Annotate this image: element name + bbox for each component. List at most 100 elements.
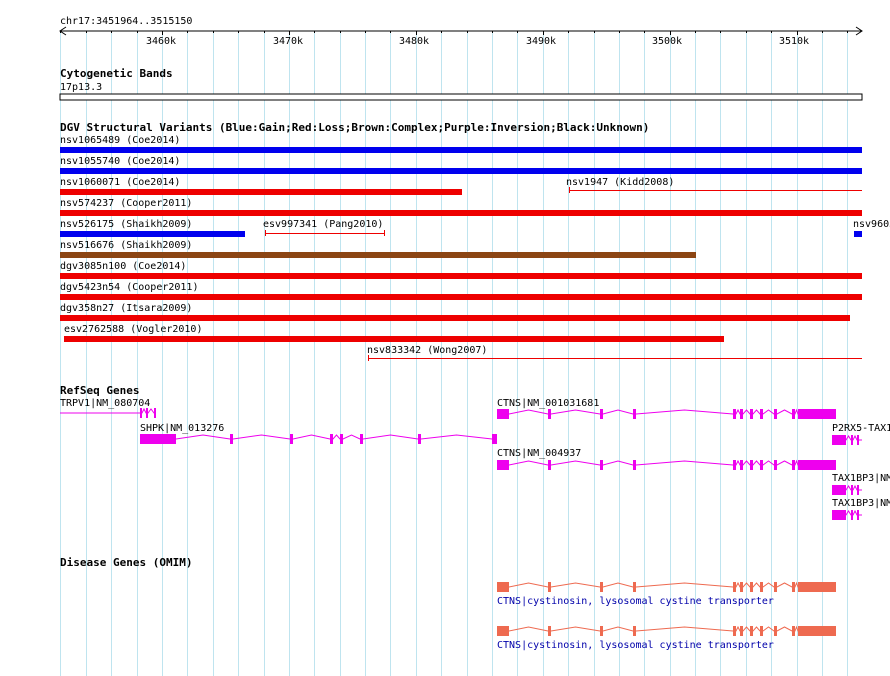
dgv-feature[interactable]: nsv1060071 (Coe2014) xyxy=(60,177,462,195)
gene-label: TAX1BP3|NM xyxy=(832,498,890,509)
exon xyxy=(633,626,636,636)
omim-genes: CTNS|cystinosin, lysosomal cystine trans… xyxy=(497,581,836,651)
exon xyxy=(792,460,795,470)
exon xyxy=(798,460,836,470)
exon xyxy=(851,485,853,495)
dgv-feature[interactable]: nsv526175 (Shaikh2009) xyxy=(60,219,245,237)
exon xyxy=(492,434,497,444)
gene-model[interactable]: TAX1BP3|NM xyxy=(832,498,890,520)
exon xyxy=(140,434,176,444)
track-title: RefSeq Genes xyxy=(60,384,139,397)
track-title: DGV Structural Variants (Blue:Gain;Red:L… xyxy=(60,121,649,134)
feature-bar xyxy=(60,273,862,279)
exon xyxy=(497,626,509,636)
gene-model[interactable]: CTNS|cystinosin, lysosomal cystine trans… xyxy=(497,625,836,651)
dgv-feature[interactable]: nsv1947 (Kidd2008) xyxy=(566,177,862,193)
dgv-feature[interactable]: nsv574237 (Cooper2011) xyxy=(60,198,862,216)
ruler: chr17:3451964..3515150 3460k 3470k 3480k… xyxy=(59,16,863,47)
intron-line xyxy=(497,581,836,588)
feature-bar xyxy=(60,315,850,321)
exon xyxy=(633,582,636,592)
dgv-feature[interactable]: nsv833342 (Wong2007) xyxy=(367,345,862,361)
exon xyxy=(733,460,736,470)
exon xyxy=(154,408,156,418)
exon xyxy=(760,626,763,636)
exon xyxy=(750,409,753,419)
feature-label: nsv1947 (Kidd2008) xyxy=(566,177,674,188)
exon xyxy=(798,626,836,636)
refseq-track: RefSeq Genes TRPV1|NM_080704 SHPK|NM_0132… xyxy=(60,384,890,520)
feature-label: esv997341 (Pang2010) xyxy=(263,219,383,230)
gene-label: TAX1BP3|NM xyxy=(832,473,890,484)
exon xyxy=(548,582,551,592)
intron-line xyxy=(497,625,836,632)
intron-line xyxy=(497,459,836,466)
feature-label: esv2762588 (Vogler2010) xyxy=(64,324,202,335)
exon xyxy=(600,409,603,419)
gene-model[interactable]: P2RX5-TAX1 xyxy=(832,423,890,445)
exon xyxy=(774,409,777,419)
exon xyxy=(600,626,603,636)
exon xyxy=(774,460,777,470)
gene-model[interactable]: CTNS|NM_004937 xyxy=(497,448,836,470)
gene-label: CTNS|cystinosin, lysosomal cystine trans… xyxy=(497,596,774,607)
feature-bar xyxy=(60,168,862,174)
omim-track: Disease Genes (OMIM) CTNS|cystinosin, ly… xyxy=(60,556,836,651)
feature-bar xyxy=(60,147,862,153)
exon xyxy=(760,582,763,592)
refseq-genes: TRPV1|NM_080704 SHPK|NM_013276 CTNS|NM_001… xyxy=(60,398,890,520)
feature-label: nsv1055740 (Coe2014) xyxy=(60,156,180,167)
exon xyxy=(832,485,846,495)
exon xyxy=(798,409,836,419)
dgv-feature[interactable]: nsv516676 (Shaikh2009) xyxy=(60,240,696,258)
track-title: Cytogenetic Bands xyxy=(60,67,173,80)
feature-label: nsv574237 (Cooper2011) xyxy=(60,198,192,209)
dgv-features: nsv1065489 (Coe2014) nsv1055740 (Coe2014)… xyxy=(60,135,890,361)
exon xyxy=(548,626,551,636)
exon xyxy=(774,582,777,592)
gene-label: CTNS|cystinosin, lysosomal cystine trans… xyxy=(497,640,774,651)
tick-label: 3500k xyxy=(652,36,682,47)
dgv-feature[interactable]: nsv1065489 (Coe2014) xyxy=(60,135,862,153)
feature-label: nsv516676 (Shaikh2009) xyxy=(60,240,192,251)
exon xyxy=(792,582,795,592)
intron-line xyxy=(140,434,497,440)
dgv-feature[interactable]: nsv1055740 (Coe2014) xyxy=(60,156,862,174)
feature-bar xyxy=(60,231,245,237)
cytoband-track[interactable]: Cytogenetic Bands 17p13.3 xyxy=(59,67,863,101)
exon xyxy=(832,510,846,520)
cytoband-ideogram[interactable] xyxy=(59,93,863,101)
exon xyxy=(340,434,343,444)
gene-model[interactable]: CTNS|NM_001031681 xyxy=(497,398,836,419)
exon xyxy=(851,510,853,520)
dgv-feature[interactable]: nsv9603 xyxy=(853,219,890,237)
dgv-feature[interactable]: dgv3085n100 (Coe2014) xyxy=(60,261,862,279)
exon xyxy=(750,460,753,470)
feature-label: nsv526175 (Shaikh2009) xyxy=(60,219,192,230)
gene-label: P2RX5-TAX1 xyxy=(832,423,890,434)
exon xyxy=(146,408,148,418)
exon xyxy=(418,434,421,444)
exon xyxy=(750,582,753,592)
dgv-feature[interactable]: esv2762588 (Vogler2010) xyxy=(64,324,724,342)
intron-line xyxy=(497,408,836,415)
locus-label: chr17:3451964..3515150 xyxy=(60,16,192,27)
exon xyxy=(600,582,603,592)
feature-bar xyxy=(60,189,462,195)
ruler-ticks xyxy=(60,31,848,35)
exon xyxy=(792,409,795,419)
gene-model[interactable]: TAX1BP3|NM xyxy=(832,473,890,495)
feature-label: nsv833342 (Wong2007) xyxy=(367,345,487,356)
gene-model[interactable]: CTNS|cystinosin, lysosomal cystine trans… xyxy=(497,581,836,607)
gene-model[interactable]: TRPV1|NM_080704 xyxy=(60,398,156,418)
exon xyxy=(750,626,753,636)
tick-label: 3510k xyxy=(779,36,809,47)
dgv-feature[interactable]: dgv358n27 (Itsara2009) xyxy=(60,303,850,321)
exon xyxy=(832,435,846,445)
dgv-feature[interactable]: dgv5423n54 (Cooper2011) xyxy=(60,282,862,300)
dgv-feature[interactable]: esv997341 (Pang2010) xyxy=(263,219,385,236)
exon xyxy=(857,435,859,445)
feature-bar xyxy=(60,252,696,258)
exon xyxy=(497,582,509,592)
gene-model[interactable]: SHPK|NM_013276 xyxy=(140,423,497,444)
